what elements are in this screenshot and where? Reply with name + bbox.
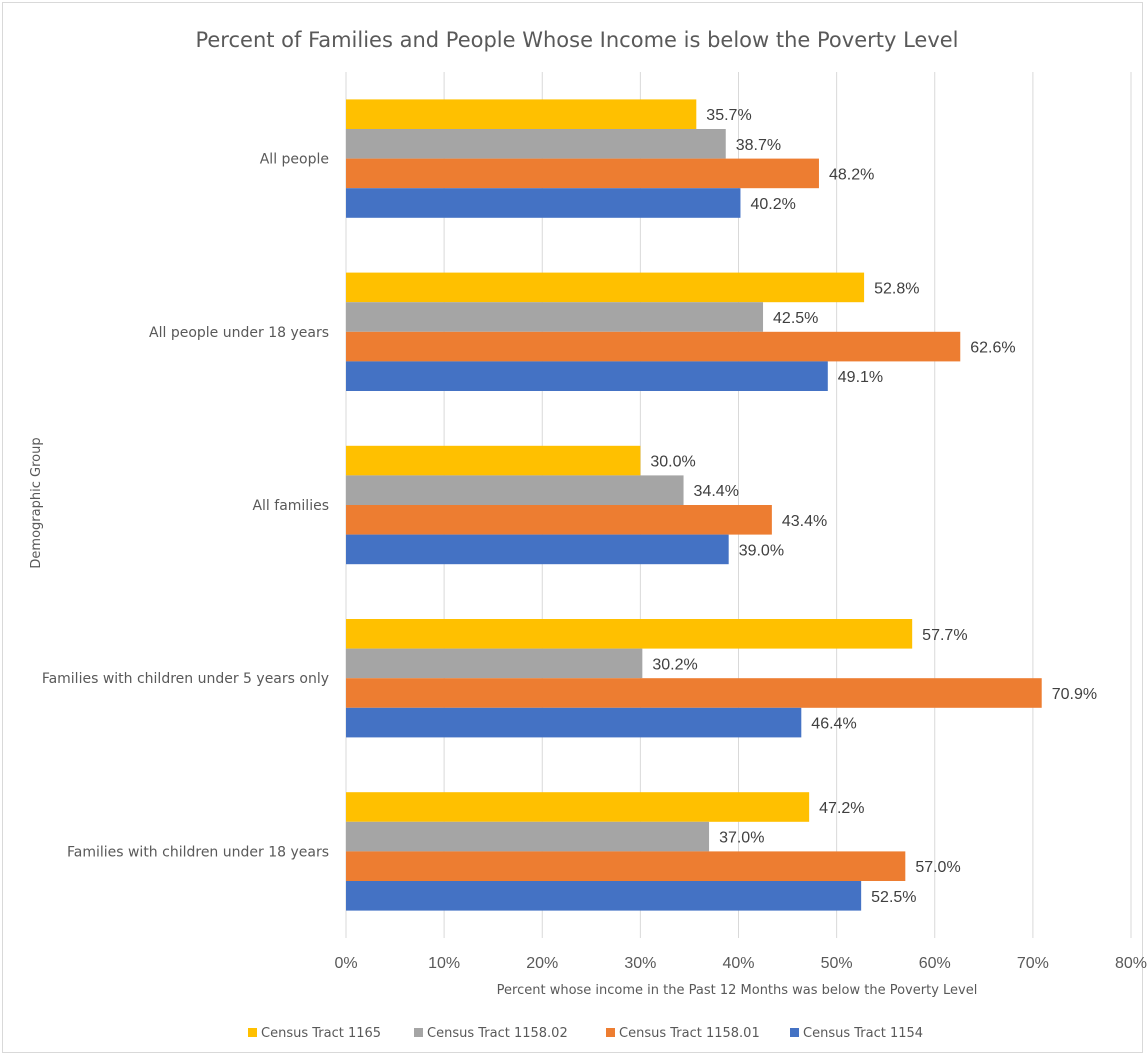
data-label: 35.7% — [706, 107, 751, 124]
category-label: All people under 18 years — [149, 325, 329, 341]
data-label: 37.0% — [719, 830, 764, 847]
data-label: 70.9% — [1052, 686, 1097, 703]
bar — [346, 792, 810, 822]
data-label: 57.0% — [915, 859, 960, 876]
category-label: Families with children under 5 years onl… — [42, 671, 329, 687]
data-label: 57.7% — [922, 627, 967, 644]
bar — [346, 881, 862, 911]
bar — [346, 188, 741, 218]
bar — [346, 99, 697, 129]
data-label: 38.7% — [736, 137, 781, 154]
bars: 35.7% 38.7% 48.2% 40.2% 52.8% 42.5% 62.6% 49.1%… — [346, 99, 1097, 911]
data-label: 42.5% — [773, 310, 818, 327]
x-tick-labels: 0% 10% 20% 30% 40% 50% 60% 70% 80% — [334, 955, 1147, 972]
x-tick-label: 40% — [722, 955, 754, 972]
legend-label: Census Tract 1158.01 — [619, 1026, 760, 1041]
bar — [346, 331, 961, 362]
x-tick-label: 50% — [821, 955, 853, 972]
bar — [346, 851, 906, 881]
bar — [346, 707, 802, 738]
category-label: Families with children under 18 years — [67, 844, 329, 860]
legend-swatch — [606, 1028, 615, 1037]
bar — [346, 272, 865, 303]
bar — [346, 475, 684, 505]
data-label: 40.2% — [750, 196, 795, 213]
category-label: All families — [252, 498, 329, 514]
data-label: 52.8% — [874, 280, 919, 297]
category-label: All people — [260, 152, 329, 168]
data-label: 30.0% — [650, 454, 695, 471]
x-tick-label: 60% — [919, 955, 951, 972]
x-tick-label: 0% — [334, 955, 357, 972]
data-label: 52.5% — [871, 889, 916, 906]
bar — [346, 302, 764, 332]
data-label: 30.2% — [652, 656, 697, 673]
data-label: 39.0% — [739, 542, 784, 559]
data-label: 48.2% — [829, 166, 874, 183]
data-label: 43.4% — [782, 513, 827, 530]
data-label: 46.4% — [811, 716, 856, 733]
legend-label: Census Tract 1154 — [803, 1026, 923, 1041]
legend-label: Census Tract 1158.02 — [427, 1026, 568, 1041]
x-axis-title: Percent whose income in the Past 12 Mont… — [497, 983, 978, 998]
x-tick-label: 20% — [526, 955, 558, 972]
bar — [346, 678, 1042, 708]
legend-swatch — [248, 1028, 257, 1037]
category-labels: All people All people under 18 years All f… — [42, 152, 329, 861]
bar — [346, 619, 913, 649]
legend-swatch — [414, 1028, 423, 1037]
legend-swatch — [790, 1028, 799, 1037]
x-tick-label: 70% — [1017, 955, 1049, 972]
data-label: 62.6% — [970, 340, 1015, 357]
bar — [346, 361, 828, 391]
bar — [346, 129, 726, 159]
chart-title: Percent of Families and People Whose Inc… — [195, 28, 958, 52]
legend: Census Tract 1165 Census Tract 1158.02 Cen… — [248, 1026, 923, 1041]
x-tick-label: 80% — [1115, 955, 1147, 972]
data-label: 49.1% — [838, 369, 883, 386]
x-tick-label: 10% — [428, 955, 460, 972]
bar — [346, 648, 643, 679]
bar — [346, 534, 729, 565]
legend-label: Census Tract 1165 — [261, 1026, 381, 1041]
x-tick-label: 30% — [624, 955, 656, 972]
bar — [346, 158, 819, 189]
bar — [346, 505, 772, 535]
bar — [346, 445, 641, 476]
data-label: 34.4% — [694, 483, 739, 500]
data-label: 47.2% — [819, 800, 864, 817]
bar — [346, 821, 710, 852]
y-axis-title: Demographic Group — [29, 437, 44, 568]
